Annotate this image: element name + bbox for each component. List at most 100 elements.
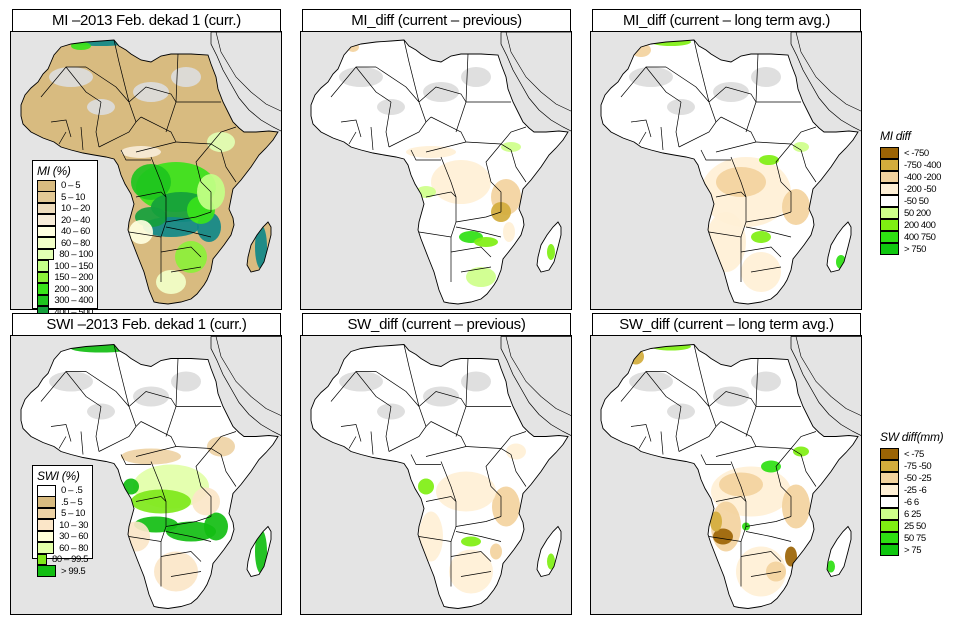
value-region <box>719 472 763 497</box>
legend-swatch <box>37 294 50 306</box>
legend-swatch <box>880 158 899 171</box>
africa-map <box>590 335 862 615</box>
legend-label: 10 – 30 <box>59 519 88 531</box>
legend-label: 60 – 80 <box>59 542 88 554</box>
country-border <box>510 149 527 183</box>
country-border <box>638 436 647 449</box>
legend-entry: > 99.5 <box>37 565 88 578</box>
country-border <box>80 431 84 455</box>
middle-east-border <box>795 336 861 416</box>
country-border <box>745 101 757 133</box>
value-region <box>629 371 673 392</box>
value-region <box>121 448 181 465</box>
value-region <box>416 186 436 198</box>
legend-entry: -200 -50 <box>880 182 941 195</box>
value-region <box>713 386 749 407</box>
country-border <box>113 344 130 407</box>
value-region <box>377 99 405 115</box>
value-region <box>49 67 93 87</box>
legend-label: > 750 <box>904 243 927 255</box>
country-border <box>485 448 502 487</box>
country-border <box>700 149 731 161</box>
value-region <box>131 164 171 200</box>
legend-label: -6 6 <box>904 496 919 508</box>
value-region <box>506 443 526 460</box>
legend-swatch <box>37 260 50 272</box>
legend-swatch <box>880 206 899 219</box>
country-border <box>460 571 492 577</box>
value-layer <box>339 371 555 594</box>
value-region <box>204 512 228 541</box>
madagascar-landmass <box>827 222 851 272</box>
value-region <box>713 82 749 102</box>
legend-title: MI (%) <box>37 164 71 178</box>
legend-entry: > 75 <box>880 543 943 556</box>
country-border <box>128 86 177 103</box>
country-border <box>693 344 710 407</box>
value-region <box>154 551 198 592</box>
country-border <box>220 149 237 183</box>
country-border <box>170 266 202 273</box>
map-canvas <box>310 336 571 609</box>
country-border <box>128 101 137 123</box>
country-border <box>160 551 202 562</box>
legend-label: > 75 <box>904 544 922 556</box>
country-border <box>425 496 457 527</box>
value-region <box>49 371 93 392</box>
legend-label: -50 -25 <box>904 472 932 484</box>
legend-entry: 60 – 80 <box>37 542 88 555</box>
value-region <box>667 99 695 115</box>
legend-label: 0 – 5 <box>61 180 81 192</box>
value-region <box>122 521 150 552</box>
country-border <box>700 454 731 465</box>
country-border <box>220 454 237 487</box>
country-border <box>630 119 652 138</box>
country-border <box>210 431 237 449</box>
country-border <box>450 246 492 258</box>
legend-swatch <box>37 507 56 519</box>
legend-swatch <box>37 283 50 295</box>
value-region <box>492 486 520 527</box>
value-region <box>436 471 496 512</box>
legend-swatch <box>880 483 899 496</box>
legend-label: 5 – 10 <box>61 191 86 203</box>
coastline <box>600 344 859 609</box>
value-region <box>501 142 521 152</box>
country-border <box>745 226 792 238</box>
legend-swatch <box>880 194 899 207</box>
value-layer <box>339 42 555 287</box>
country-border <box>775 448 792 487</box>
value-region <box>741 252 781 292</box>
value-region <box>71 42 91 50</box>
legend-label: -200 -50 <box>904 183 937 195</box>
legend-swatch <box>37 553 47 565</box>
country-border <box>665 371 710 407</box>
value-region <box>461 67 491 87</box>
country-border <box>50 119 72 138</box>
country-border <box>370 126 374 151</box>
value-region <box>123 478 139 495</box>
panel-title: SW_diff (current – long term avg.) <box>592 313 861 336</box>
value-region <box>156 270 186 294</box>
value-region <box>785 546 797 567</box>
arabia-outline <box>500 336 571 436</box>
country-border <box>165 406 177 437</box>
country-border <box>120 149 151 161</box>
country-border <box>775 143 792 183</box>
legend-label: 200 – 300 <box>54 283 93 295</box>
legend-entry: -750 -400 <box>880 158 941 171</box>
legend-entry: 10 – 30 <box>37 519 88 532</box>
legend-entry: 0 – 5 <box>37 180 93 192</box>
value-region <box>87 99 115 115</box>
country-border <box>740 551 782 562</box>
legend-swatch <box>37 202 56 214</box>
country-border <box>715 496 747 527</box>
country-border <box>418 101 427 123</box>
country-border <box>403 39 420 103</box>
country-border <box>745 531 792 542</box>
legend-title: MI diff <box>880 129 911 143</box>
legend-swatch <box>880 182 899 195</box>
legend-swatch <box>37 225 56 237</box>
country-border <box>113 39 130 103</box>
